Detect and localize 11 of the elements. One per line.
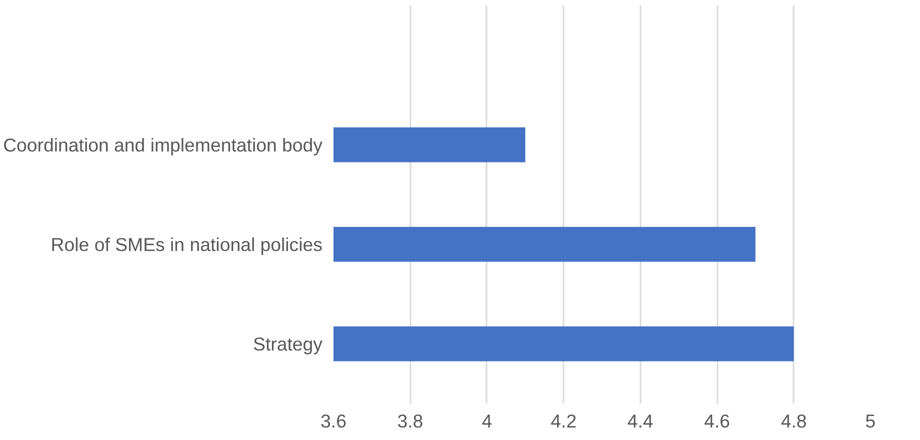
y-tick-label: Coordination and implementation body [3,134,324,156]
x-tick-label: 3.8 [397,410,424,432]
y-tick-label: Role of SMEs in national policies [50,234,323,255]
x-tick-label: 4.4 [627,410,654,432]
x-tick-label: 4.2 [550,410,577,432]
x-tick-label: 4.8 [780,410,807,432]
y-tick-label: Strategy [253,333,324,354]
x-tick-label: 4.6 [704,410,730,432]
x-tick-label: 3.6 [320,410,346,432]
x-tick-label: 5 [865,410,876,432]
x-tick-label: 4 [482,410,492,432]
